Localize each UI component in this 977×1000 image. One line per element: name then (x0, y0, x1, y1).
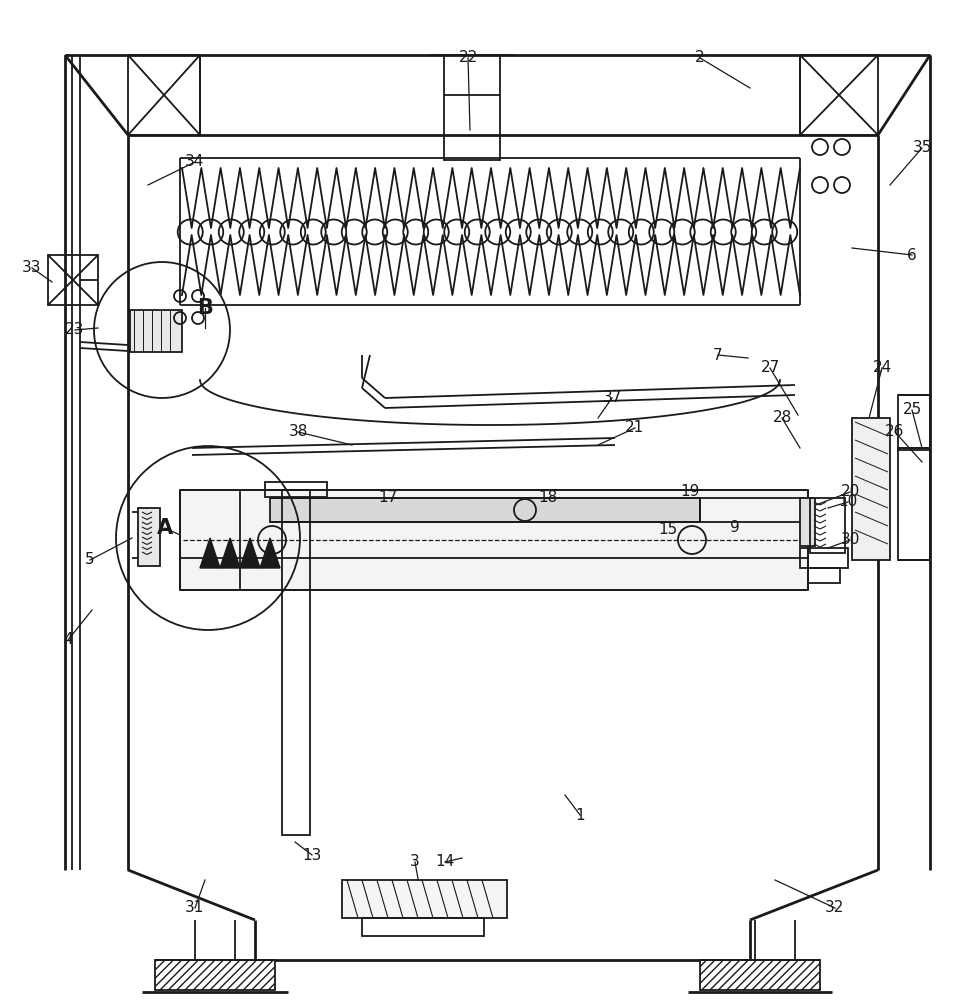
Text: 28: 28 (772, 410, 790, 426)
Bar (799, 548, 847, 568)
Bar (128, 55, 199, 135)
Text: 7: 7 (712, 348, 722, 362)
Text: 38: 38 (288, 424, 308, 440)
Text: 33: 33 (22, 260, 42, 275)
Bar (809, 498, 844, 553)
Bar (897, 395, 929, 450)
Bar (342, 880, 506, 918)
Text: 9: 9 (730, 520, 740, 534)
Bar (799, 498, 814, 546)
Bar (270, 498, 700, 522)
Bar (897, 448, 929, 560)
Text: B: B (196, 298, 213, 318)
Bar (48, 255, 98, 305)
Text: 19: 19 (680, 485, 699, 499)
Bar (851, 418, 889, 560)
Bar (444, 55, 499, 160)
Polygon shape (239, 538, 260, 568)
Text: 26: 26 (884, 424, 904, 440)
Text: 21: 21 (624, 420, 644, 436)
Bar (180, 490, 807, 590)
Text: 5: 5 (85, 552, 95, 568)
Bar (700, 498, 804, 522)
Bar (154, 960, 275, 990)
Bar (700, 960, 819, 990)
Bar (361, 918, 484, 936)
Text: 15: 15 (658, 522, 677, 538)
Text: A: A (156, 518, 173, 538)
Text: 14: 14 (435, 854, 454, 869)
Text: 24: 24 (871, 360, 891, 375)
Text: 25: 25 (902, 402, 920, 418)
Text: 27: 27 (759, 360, 779, 375)
Bar (138, 508, 160, 566)
Text: 3: 3 (409, 854, 419, 869)
Text: 35: 35 (912, 140, 931, 155)
Polygon shape (220, 538, 239, 568)
Bar (130, 310, 182, 352)
Text: 32: 32 (825, 900, 844, 916)
Bar (807, 568, 839, 583)
Text: 1: 1 (574, 808, 584, 822)
Text: 37: 37 (602, 390, 621, 406)
Polygon shape (260, 538, 279, 568)
Text: 31: 31 (185, 900, 204, 916)
Text: 34: 34 (185, 154, 204, 169)
Text: 4: 4 (64, 633, 72, 648)
Text: 6: 6 (907, 247, 916, 262)
Polygon shape (199, 538, 220, 568)
Bar (265, 482, 326, 497)
Text: 13: 13 (302, 848, 321, 862)
Text: 17: 17 (378, 490, 398, 506)
Text: 22: 22 (458, 50, 477, 66)
Bar (281, 490, 310, 835)
Text: 20: 20 (839, 485, 859, 499)
Bar (799, 55, 877, 135)
Text: 10: 10 (837, 494, 857, 510)
Text: 23: 23 (65, 322, 85, 338)
Text: 30: 30 (839, 532, 859, 548)
Text: 2: 2 (695, 50, 704, 66)
Text: 18: 18 (537, 490, 557, 506)
